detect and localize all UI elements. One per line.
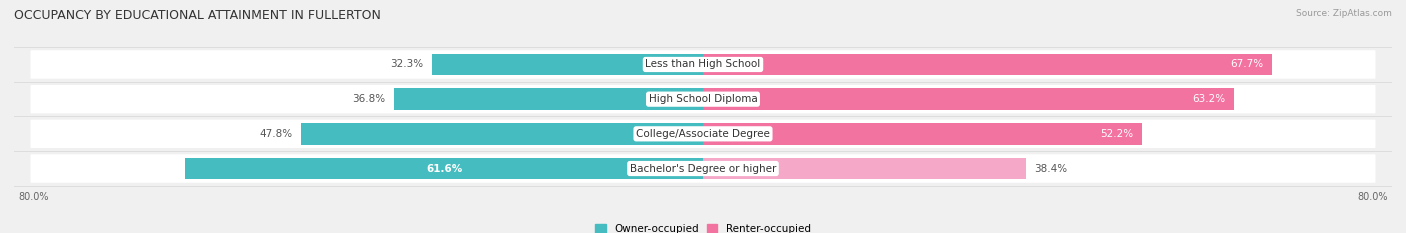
Text: 47.8%: 47.8%: [260, 129, 292, 139]
FancyBboxPatch shape: [31, 154, 1375, 183]
FancyBboxPatch shape: [31, 50, 1375, 79]
Text: 36.8%: 36.8%: [353, 94, 385, 104]
Text: 61.6%: 61.6%: [426, 164, 463, 174]
Text: 63.2%: 63.2%: [1192, 94, 1226, 104]
Text: 67.7%: 67.7%: [1230, 59, 1264, 69]
Bar: [703, 88, 1234, 110]
Text: 52.2%: 52.2%: [1099, 129, 1133, 139]
Text: 80.0%: 80.0%: [18, 192, 49, 202]
Bar: [394, 88, 703, 110]
Text: High School Diploma: High School Diploma: [648, 94, 758, 104]
Legend: Owner-occupied, Renter-occupied: Owner-occupied, Renter-occupied: [591, 220, 815, 233]
Bar: [432, 54, 703, 75]
Text: 32.3%: 32.3%: [389, 59, 423, 69]
Text: 38.4%: 38.4%: [1033, 164, 1067, 174]
FancyBboxPatch shape: [31, 85, 1375, 113]
Text: Bachelor's Degree or higher: Bachelor's Degree or higher: [630, 164, 776, 174]
Text: 80.0%: 80.0%: [1357, 192, 1388, 202]
Bar: [703, 158, 1025, 179]
Bar: [703, 54, 1272, 75]
Bar: [703, 123, 1142, 145]
Bar: [186, 158, 703, 179]
Text: College/Associate Degree: College/Associate Degree: [636, 129, 770, 139]
Bar: [301, 123, 703, 145]
Text: Less than High School: Less than High School: [645, 59, 761, 69]
Text: Source: ZipAtlas.com: Source: ZipAtlas.com: [1296, 9, 1392, 18]
Text: OCCUPANCY BY EDUCATIONAL ATTAINMENT IN FULLERTON: OCCUPANCY BY EDUCATIONAL ATTAINMENT IN F…: [14, 9, 381, 22]
FancyBboxPatch shape: [31, 120, 1375, 148]
